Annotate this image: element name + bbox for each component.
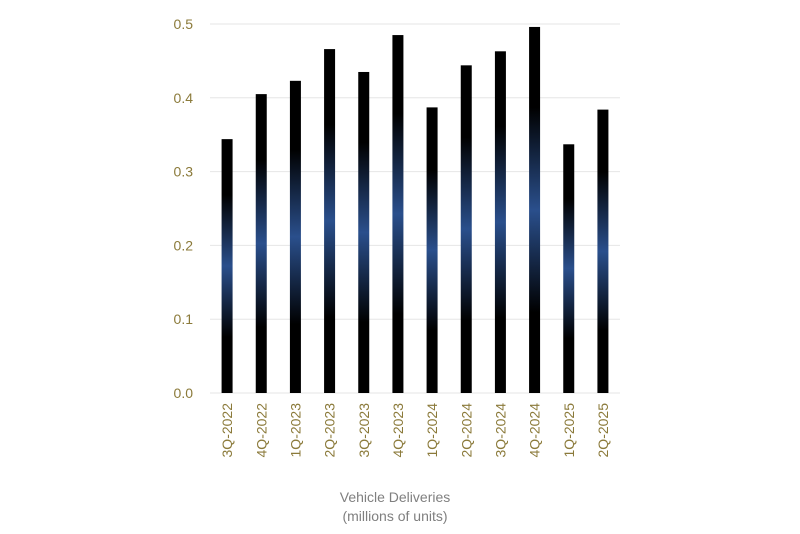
bar <box>426 107 438 394</box>
x-tick-label: 2Q-2023 <box>322 403 338 458</box>
x-tick-label: 3Q-2023 <box>356 403 372 458</box>
y-tick-label: 0.4 <box>174 90 194 106</box>
y-tick-label: 0.2 <box>174 237 194 253</box>
y-tick-label: 0.0 <box>174 385 194 401</box>
bar <box>494 51 506 393</box>
gridlines <box>210 23 620 394</box>
y-tick-label: 0.5 <box>174 16 194 32</box>
x-tick-label: 4Q-2023 <box>390 403 406 458</box>
bar <box>597 109 609 393</box>
bar <box>563 144 575 393</box>
x-tick-label: 1Q-2024 <box>424 403 440 458</box>
x-axis-label: Vehicle Deliveries <box>340 489 451 505</box>
x-tick-label: 4Q-2022 <box>253 403 269 458</box>
x-axis: 3Q-2022 4Q-2022 1Q-2023 2Q-2023 3Q-2023 4Q-20… <box>219 403 611 458</box>
bar <box>358 71 370 393</box>
y-tick-label: 0.3 <box>174 164 194 180</box>
x-tick-label: 4Q-2024 <box>527 403 543 458</box>
bar <box>255 94 267 394</box>
x-tick-label: 1Q-2025 <box>561 403 577 458</box>
x-tick-label: 3Q-2022 <box>219 403 235 458</box>
bar <box>289 80 301 394</box>
y-tick-label: 0.1 <box>174 311 194 327</box>
x-tick-label: 2Q-2025 <box>595 403 611 458</box>
bar <box>460 65 472 393</box>
x-tick-label: 1Q-2023 <box>287 403 303 458</box>
x-axis-sublabel: (millions of units) <box>342 508 447 524</box>
bar <box>221 139 233 393</box>
bar <box>324 49 336 393</box>
x-tick-label: 3Q-2024 <box>492 403 508 458</box>
bars <box>221 26 609 394</box>
bar <box>529 26 541 394</box>
y-axis: 0.0 0.1 0.2 0.3 0.4 0.5 <box>174 16 194 401</box>
x-tick-label: 2Q-2024 <box>458 403 474 458</box>
bar <box>392 35 404 393</box>
